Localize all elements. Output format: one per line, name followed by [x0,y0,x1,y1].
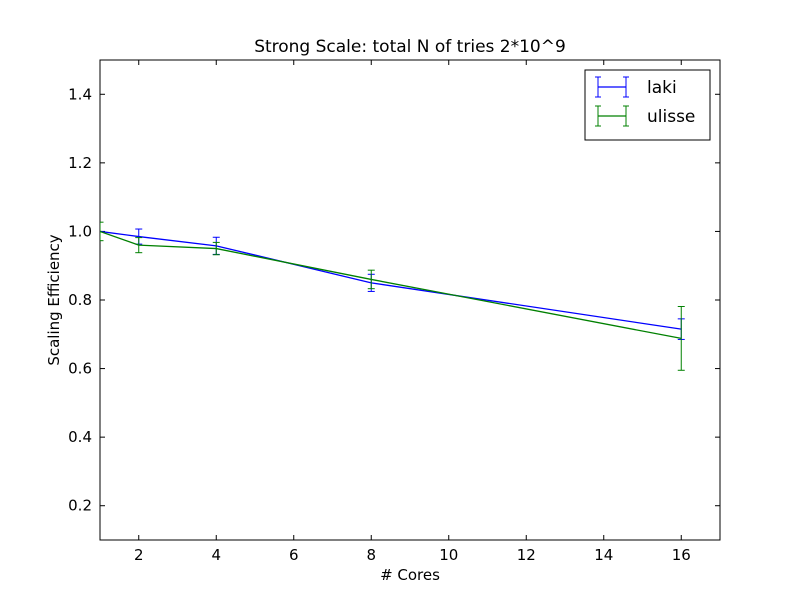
y-tick-label: 1.2 [68,154,92,172]
y-tick-label: 0.8 [68,291,92,309]
legend-box [584,69,711,141]
x-tick-label: 2 [134,546,144,564]
y-tick-label: 0.2 [68,497,92,515]
series-ulisse [100,221,685,371]
y-tick-label: 0.6 [68,360,92,378]
chart-title: Strong Scale: total N of tries 2*10^9 [254,37,566,57]
x-axis-label: # Cores [380,566,440,584]
y-axis-label: Scaling Efficiency [45,234,63,365]
plot-area: 2 4 6 8 10 12 14 16 0.2 0.4 0.6 0.8 1.0 1.2 1.4 [68,59,721,564]
y-tick-label: 0.4 [68,428,92,446]
x-tick-label: 10 [439,546,458,564]
x-tick-label: 6 [289,546,299,564]
x-tick-label: 8 [366,546,376,564]
y-tick-label: 1.4 [68,85,92,103]
x-tick-label: 16 [672,546,691,564]
x-tick-label: 14 [594,546,613,564]
legend-label-ulisse: ulisse [647,107,695,127]
legend: laki ulisse [584,69,711,141]
x-tick-label: 12 [517,546,536,564]
y-tick-label: 1.0 [68,222,92,240]
series-layer [100,221,685,371]
x-tick-label: 4 [211,546,221,564]
legend-label-laki: laki [647,78,677,98]
